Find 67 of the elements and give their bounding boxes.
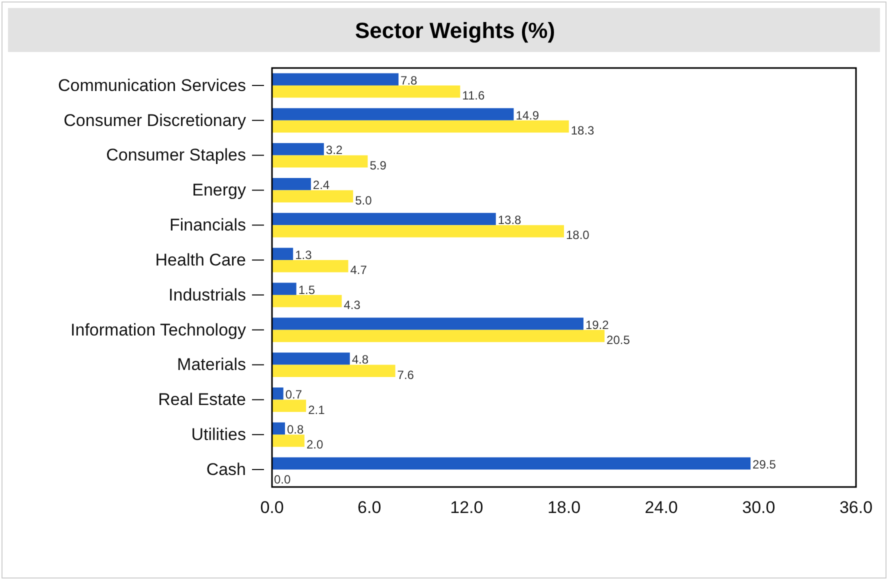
data-label: 18.3 — [570, 123, 595, 138]
bar — [272, 248, 294, 260]
x-tick-label: 30.0 — [742, 498, 776, 518]
data-label: 4.8 — [352, 352, 369, 367]
y-tick-label: Consumer Staples — [106, 146, 246, 165]
data-label: 14.9 — [516, 108, 540, 122]
y-tick-label: Information Technology — [70, 320, 246, 340]
bar — [272, 190, 354, 202]
data-label: 20.5 — [606, 332, 630, 347]
x-tick-label: 18.0 — [547, 498, 581, 518]
bar — [272, 155, 368, 168]
bar — [272, 434, 304, 447]
bar — [272, 260, 348, 272]
data-label: 2.4 — [312, 178, 330, 192]
y-tick-label: Cash — [206, 460, 246, 479]
data-label: 0.7 — [285, 388, 302, 402]
data-label: 5.9 — [370, 158, 387, 172]
bar — [272, 457, 751, 470]
bar — [272, 318, 584, 330]
y-tick-label: Industrials — [168, 285, 246, 304]
data-label: 4.7 — [350, 263, 368, 278]
bar — [272, 400, 306, 412]
bar — [272, 143, 324, 156]
y-tick-label: Consumer Discretionary — [64, 110, 246, 130]
data-label: 2.1 — [308, 402, 326, 417]
data-label: 2.0 — [306, 438, 324, 452]
bar — [272, 422, 285, 435]
data-label: 4.3 — [344, 298, 361, 312]
bar — [272, 294, 342, 308]
bar — [272, 212, 496, 226]
data-label: 13.8 — [498, 213, 522, 228]
bar — [272, 352, 350, 365]
bar — [272, 120, 569, 133]
x-tick-label: 36.0 — [839, 498, 873, 518]
bar — [272, 73, 399, 86]
bar — [272, 178, 311, 190]
y-tick-label: Financials — [169, 216, 246, 235]
bar — [272, 330, 605, 342]
data-label: 0.0 — [274, 472, 292, 487]
x-tick-label: 12.0 — [450, 498, 484, 518]
y-tick-label: Health Care — [155, 250, 246, 270]
data-label: 7.8 — [400, 73, 418, 88]
x-tick-label: 0.0 — [260, 498, 284, 518]
data-label: 3.2 — [326, 143, 343, 158]
data-label: 7.6 — [397, 368, 414, 382]
y-tick-label: Energy — [192, 180, 246, 200]
data-label: 5.0 — [355, 193, 372, 208]
bar — [272, 108, 514, 120]
bar — [272, 282, 296, 295]
bar — [272, 364, 396, 378]
x-tick-label: 24.0 — [644, 498, 678, 518]
y-tick-label: Real Estate — [158, 390, 246, 410]
chart-title: Sector Weights (%) — [354, 18, 556, 43]
x-tick-label: 6.0 — [358, 498, 382, 518]
data-label: 19.2 — [585, 318, 610, 332]
y-tick-label: Utilities — [191, 425, 246, 444]
data-label: 1.3 — [295, 248, 312, 262]
bar — [272, 225, 564, 238]
bar — [272, 387, 284, 400]
data-label: 29.5 — [752, 457, 776, 472]
y-tick-label: Communication Services — [58, 76, 246, 95]
y-tick-label: Materials — [177, 355, 246, 374]
data-label: 18.0 — [566, 228, 590, 242]
data-label: 11.6 — [462, 88, 485, 103]
data-label: 0.8 — [286, 422, 304, 437]
bar — [272, 85, 460, 98]
data-label: 1.5 — [298, 282, 316, 297]
